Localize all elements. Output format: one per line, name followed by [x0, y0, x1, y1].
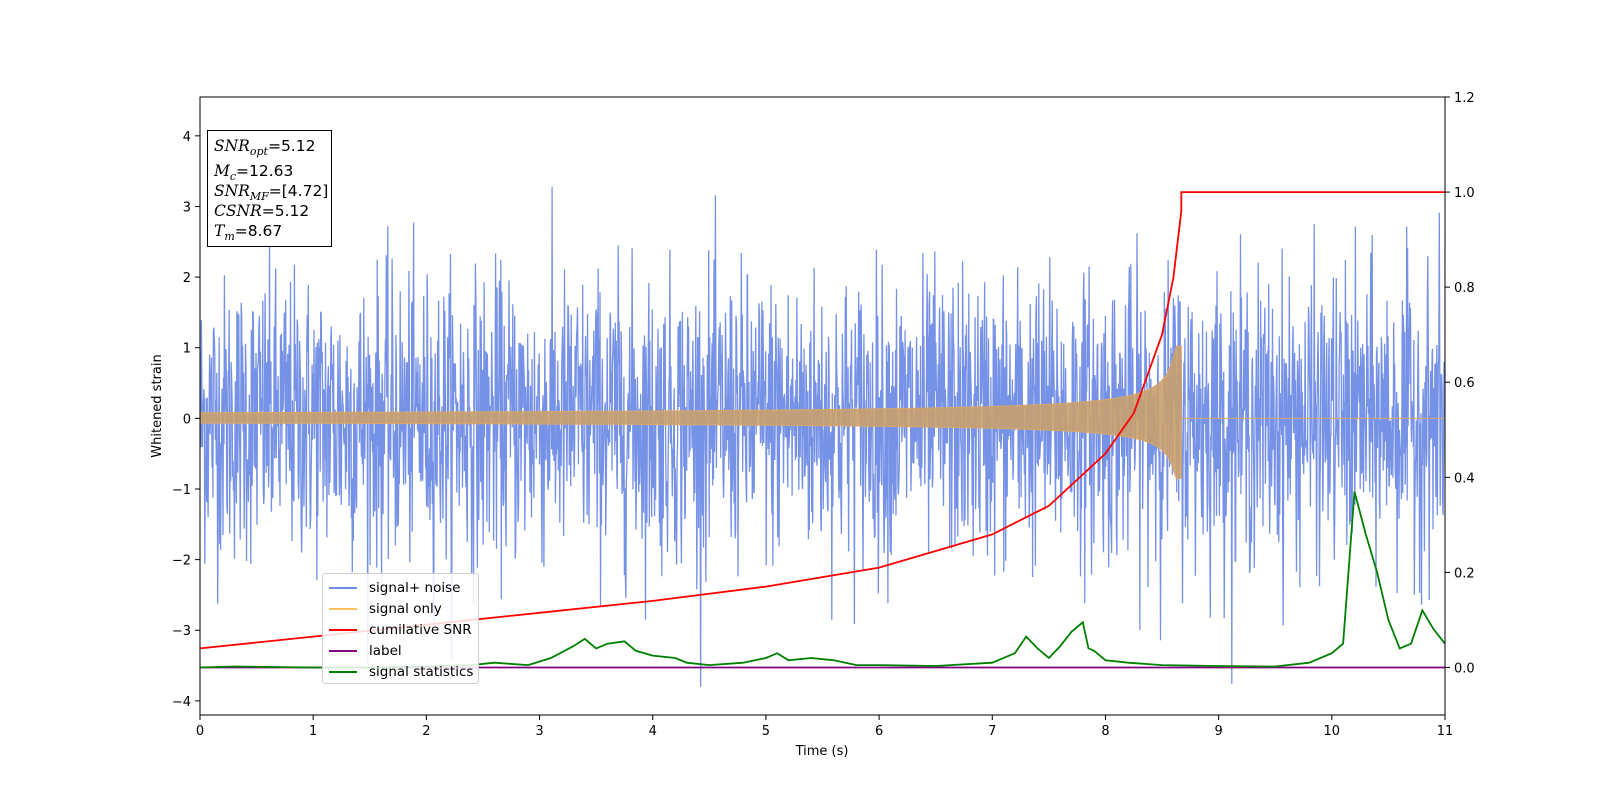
mc-line: Mc=12.63 [214, 162, 294, 184]
legend: signal+ noise signal only cumilative SNR… [322, 573, 479, 684]
legend-swatch [329, 628, 357, 631]
x-tick-label: 9 [1214, 724, 1222, 739]
y-tick-label: −2 [172, 554, 191, 569]
x-axis-label: Time (s) [795, 744, 849, 759]
y-axis-right: 0.0 0.2 0.4 0.6 0.8 1.0 1.2 [1445, 91, 1475, 676]
x-tick-label: 3 [535, 724, 543, 739]
y-axis-label: Whitened strain [150, 354, 165, 457]
x-tick-label: 4 [649, 724, 657, 739]
y-tick-label: 2 [183, 271, 191, 286]
x-tick-label: 6 [875, 724, 883, 739]
x-tick-label: 8 [1101, 724, 1109, 739]
x-tick-label: 0 [196, 724, 204, 739]
y2-tick-label: 0.8 [1454, 281, 1475, 296]
x-tick-label: 7 [988, 724, 996, 739]
tm-line: Tm=8.67 [214, 222, 283, 244]
legend-item: signal only [329, 598, 478, 619]
x-tick-label: 11 [1437, 724, 1454, 739]
y-tick-label: −1 [172, 483, 191, 498]
legend-item: label [329, 640, 478, 661]
legend-item: signal+ noise [329, 577, 478, 598]
y2-tick-label: 0.6 [1454, 376, 1475, 391]
y2-tick-label: 0.4 [1454, 471, 1475, 486]
y2-tick-label: 0.0 [1454, 661, 1475, 676]
legend-swatch [329, 607, 357, 610]
legend-swatch [329, 670, 357, 673]
snr-mf-line: SNRMF=[4.72] [214, 182, 329, 204]
x-axis: 0 1 2 3 4 5 6 7 8 9 10 11 [196, 715, 1453, 739]
y-tick-label: 1 [183, 342, 191, 357]
x-tick-label: 1 [309, 724, 317, 739]
y2-tick-label: 0.2 [1454, 566, 1475, 581]
series-signal-only [200, 345, 1445, 479]
y-tick-label: −4 [172, 695, 191, 710]
y-tick-label: 4 [183, 130, 191, 145]
y-axis-left: −4 −3 −2 −1 0 1 2 3 4 [172, 130, 200, 710]
plot-frame [199, 96, 1446, 716]
y-tick-label: 0 [183, 412, 191, 427]
y-tick-label: 3 [183, 200, 191, 215]
legend-item: signal statistics [329, 661, 478, 682]
series-cumilative-snr [200, 191, 1445, 650]
x-tick-label: 10 [1324, 724, 1341, 739]
y2-tick-label: 1.2 [1454, 91, 1475, 106]
legend-item: cumilative SNR [329, 619, 478, 640]
legend-swatch [329, 586, 357, 589]
series-signal-statistics [200, 491, 1445, 669]
legend-swatch [329, 649, 357, 652]
series-signal-noise [200, 186, 1445, 687]
x-tick-label: 5 [762, 724, 770, 739]
y-tick-label: −3 [172, 624, 191, 639]
stats-annotation: SNRopt=5.12 Mc=12.63 SNRMF=[4.72] CSNR=5… [207, 130, 332, 247]
x-tick-label: 2 [422, 724, 430, 739]
y2-tick-label: 1.0 [1454, 186, 1475, 201]
csnr-line: CSNR=5.12 [214, 202, 310, 220]
snr-opt-line: SNRopt=5.12 [214, 137, 316, 159]
